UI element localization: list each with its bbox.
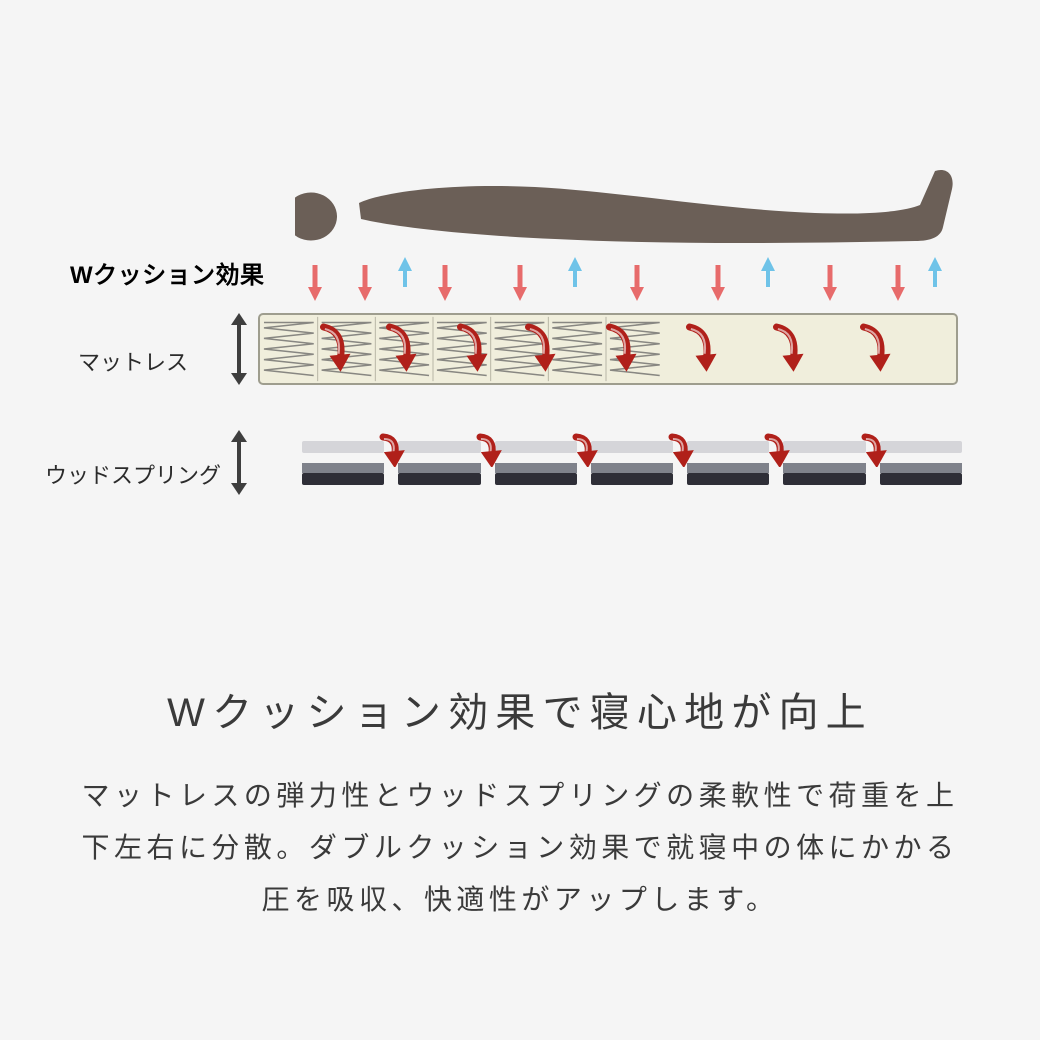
body-silhouette: [295, 165, 960, 255]
headline-text: Wクッション効果で寝心地が向上: [0, 680, 1040, 738]
pressure-down-arrow: [708, 263, 728, 301]
wood-slat: [302, 441, 384, 485]
rebound-up-arrow: [925, 257, 945, 289]
rebound-up-arrow: [758, 257, 778, 289]
height-arrow-mattress: [228, 313, 250, 385]
pressure-down-arrow: [888, 263, 908, 301]
rebound-up-arrow: [565, 257, 585, 289]
wood-slat: [495, 441, 577, 485]
pressure-down-arrow: [510, 263, 530, 301]
label-mattress: マットレス: [78, 345, 188, 377]
pressure-down-arrow: [435, 263, 455, 301]
wood-slat: [687, 441, 769, 485]
label-w-cushion-effect: Wクッション効果: [70, 255, 265, 290]
cushion-diagram: Wクッション効果 マットレス ウッドスプリング: [70, 165, 970, 505]
label-wood-spring: ウッドスプリング: [45, 458, 221, 490]
arrow-row-top: [305, 257, 955, 307]
wood-slat: [591, 441, 673, 485]
mattress-layer: [258, 313, 958, 385]
rebound-up-arrow: [395, 257, 415, 289]
wood-spring-slats: [302, 441, 962, 485]
pressure-down-arrow: [355, 263, 375, 301]
mattress-springs: [260, 315, 664, 383]
pressure-down-arrow: [627, 263, 647, 301]
body-description: マットレスの弾力性とウッドスプリングの柔軟性で荷重を上下左右に分散。ダブルクッシ…: [72, 770, 968, 925]
height-arrow-wood: [228, 430, 250, 495]
pressure-down-arrow: [820, 263, 840, 301]
wood-slat: [880, 441, 962, 485]
pressure-down-arrow: [305, 263, 325, 301]
wood-slat: [398, 441, 480, 485]
wood-slat: [783, 441, 865, 485]
